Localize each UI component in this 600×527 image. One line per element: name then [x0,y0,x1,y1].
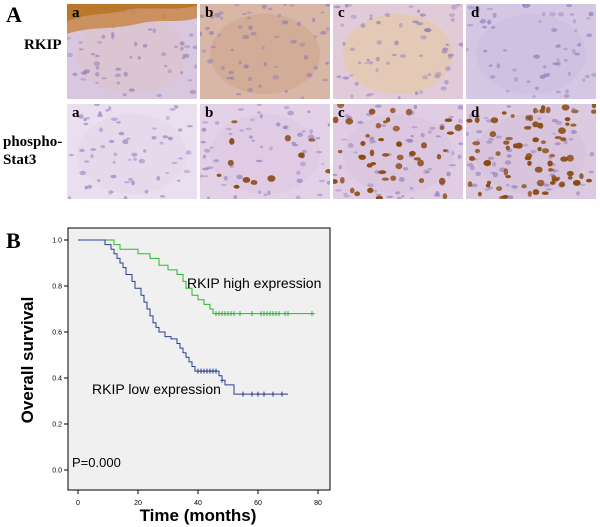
y-tick-label: 0.0 [52,468,62,475]
tile-letter: b [205,105,214,121]
plot-area [67,227,331,491]
micrograph-tile: c [333,104,463,199]
y-tick-label: 0.8 [52,284,62,291]
x-tick-label: 20 [134,500,142,507]
high-expression-curve [78,239,315,315]
micrograph-tile: a [67,104,197,199]
x-tick-label: 80 [314,500,322,507]
survival-chart: 0 20 40 60 80 0.0 0.2 0.4 0.6 0.8 1.0 RKIP high ex… [18,227,331,525]
low-expression-curve [78,239,288,395]
micrograph-tile: b [200,104,330,199]
micrograph-tile: a [67,4,197,99]
tile-letter: c [338,105,345,121]
y-tick-label: 0.6 [52,330,62,337]
y-tick-label: 1.0 [52,238,62,245]
x-tick-label: 40 [194,500,202,507]
tile-letter: a [72,105,80,121]
high-expression-label: RKIP high expression [187,275,321,291]
panel-b-letter: B [6,228,21,253]
row-label-phospho-stat3: phospho- Stat3 [3,134,63,168]
micrograph-tile: c [333,4,463,99]
tile-letter: d [471,5,480,21]
y-tick-label: 0.2 [52,422,62,429]
micrograph-tile: d [466,104,596,199]
x-axis-title: Time (months) [140,506,257,525]
y-axis-title: Overall survival [18,297,37,424]
panel-a-letter: A [6,2,22,27]
tile-letter: a [72,5,80,21]
x-tick-label: 60 [254,500,262,507]
micrograph-tile: d [466,4,596,99]
low-expression-label: RKIP low expression [92,381,221,397]
tile-letter: b [205,5,214,21]
y-tick-label: 0.4 [52,376,62,383]
row-label-rkip: RKIP [24,37,62,53]
tile-letter: d [471,105,480,121]
tile-letter: c [338,5,345,21]
micrograph-tile: b [200,4,330,99]
p-value-label: P=0.000 [72,455,121,470]
x-tick-label: 0 [76,500,80,507]
